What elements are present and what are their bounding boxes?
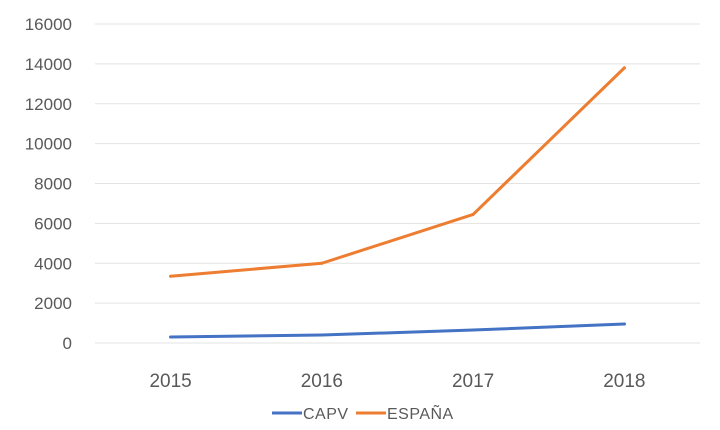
data-point-españa xyxy=(169,274,173,278)
gridlines xyxy=(95,23,700,344)
data-point-españa xyxy=(622,66,626,70)
data-point-españa xyxy=(320,261,324,265)
y-tick-label: 0 xyxy=(63,334,72,353)
series-lines xyxy=(169,66,626,339)
x-tick-label: 2016 xyxy=(301,371,343,392)
data-point-capv xyxy=(622,322,626,326)
y-tick-label: 12000 xyxy=(25,95,72,114)
legend-label-capv: CAPV xyxy=(303,406,349,423)
series-line-españa xyxy=(169,66,626,278)
y-tick-label: 8000 xyxy=(34,175,72,194)
y-tick-label: 16000 xyxy=(25,15,72,34)
y-tick-label: 10000 xyxy=(25,135,72,154)
x-axis-ticks: 2015 2016 2017 2018 xyxy=(149,371,645,392)
x-tick-label: 2018 xyxy=(603,371,645,392)
x-tick-label: 2017 xyxy=(452,371,494,392)
legend: CAPV ESPAÑA xyxy=(272,403,454,423)
y-tick-label: 6000 xyxy=(34,214,72,233)
data-point-capv xyxy=(169,335,173,339)
data-point-capv xyxy=(320,333,324,337)
x-tick-label: 2015 xyxy=(149,371,191,392)
y-tick-label: 4000 xyxy=(34,254,72,273)
data-point-españa xyxy=(471,212,475,216)
series-line-capv xyxy=(169,322,626,339)
y-tick-label: 2000 xyxy=(34,294,72,313)
data-point-capv xyxy=(471,328,475,332)
legend-label-españa: ESPAÑA xyxy=(387,403,454,423)
y-tick-label: 14000 xyxy=(25,55,72,74)
y-axis-ticks: 0 2000 4000 6000 8000 10000 12000 14000 16000 xyxy=(25,15,72,353)
